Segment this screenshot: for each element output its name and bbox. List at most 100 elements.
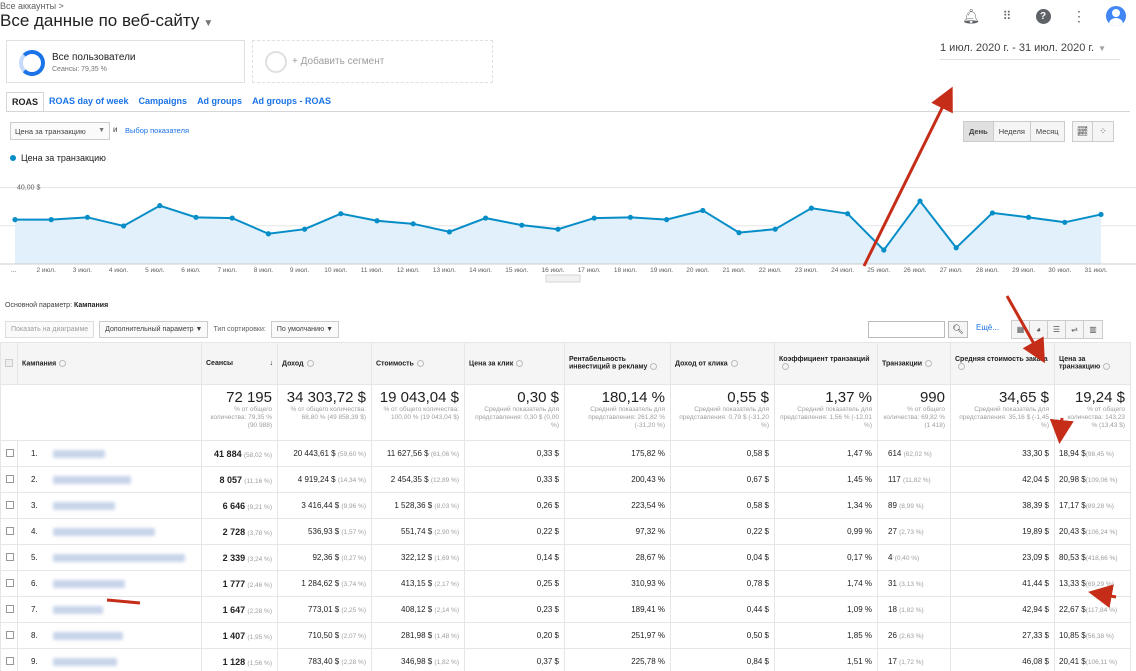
- legend-label: Цена за транзакцию: [21, 153, 106, 163]
- help-hint-icon[interactable]: [925, 359, 933, 367]
- search-icon[interactable]: 🔍︎: [948, 321, 968, 338]
- more-link[interactable]: Ещё...: [976, 323, 1000, 332]
- tab-roas[interactable]: ROAS: [6, 92, 45, 112]
- help-hint-icon[interactable]: [650, 363, 658, 371]
- table-row[interactable]: 9. 1 128 (1,56 %) 783,40 $ (2,28 %) 346,98 …: [0, 648, 1131, 671]
- table-row[interactable]: 6. 1 777 (2,46 %) 1 284,62 $ (3,74 %) 413,1…: [0, 570, 1131, 597]
- table-row[interactable]: 7. 1 647 (2,28 %) 773,01 $ (2,25 %) 408,12 …: [0, 596, 1131, 623]
- campaign-link[interactable]: [53, 527, 155, 536]
- table-row[interactable]: 4. 2 728 (3,78 %) 536,93 $ (1,57 %) 551,74 …: [0, 518, 1131, 545]
- bell-icon[interactable]: 🔔︎: [962, 7, 980, 24]
- sessions-pct: (11,16 %): [244, 477, 272, 485]
- sessions-cell: 6 646 (9,21 %): [201, 492, 278, 519]
- col-campaign[interactable]: Кампания: [17, 342, 202, 385]
- motion-chart-icon[interactable]: ⁘: [1099, 126, 1107, 136]
- data-point: [555, 226, 561, 232]
- help-hint-icon[interactable]: [782, 363, 789, 371]
- col-conv-rate[interactable]: Коэффициент транзакций: [774, 342, 878, 385]
- tab-ad-groups[interactable]: Ad groups: [197, 96, 243, 106]
- add-segment[interactable]: + Добавить сегмент: [252, 40, 493, 83]
- date-range-picker[interactable]: 1 июл. 2020 г. - 31 июл. 2020 г. ▼: [940, 42, 1120, 60]
- tab-roas-day-of-week[interactable]: ROAS day of week: [49, 96, 129, 106]
- help-hint-icon[interactable]: [1103, 363, 1111, 371]
- primary-dimension-value[interactable]: Кампания: [73, 302, 109, 309]
- help-icon[interactable]: ?: [1034, 7, 1052, 25]
- campaign-link[interactable]: [53, 553, 185, 562]
- help-hint-icon[interactable]: [958, 363, 965, 371]
- col-cost[interactable]: Стоимость: [371, 342, 465, 385]
- apps-grid-icon[interactable]: ⠿: [1002, 9, 1012, 23]
- col-label: Стоимость: [376, 360, 414, 368]
- table-view-toggle: ▦ ◕ ☰ ⇌ ▥: [1011, 320, 1103, 339]
- account-selector[interactable]: Все данные по веб-сайту ▼: [0, 11, 213, 31]
- tab-campaigns[interactable]: Campaigns: [138, 96, 188, 106]
- pick-metric-link[interactable]: Выбор показателя: [125, 126, 190, 135]
- period-day-button[interactable]: День: [964, 122, 994, 141]
- row-checkbox-cell: [0, 492, 18, 519]
- period-week-button[interactable]: Неделя: [994, 122, 1031, 141]
- row-checkbox[interactable]: [6, 630, 14, 639]
- help-hint-icon[interactable]: [416, 359, 424, 367]
- table-search-input[interactable]: [868, 321, 945, 338]
- campaign-link[interactable]: [53, 657, 117, 666]
- revenue-pct: (9,96 %): [341, 503, 366, 510]
- col-aov[interactable]: Средняя стоимость заказа: [950, 342, 1055, 385]
- pie-view-icon[interactable]: ◕: [1030, 321, 1048, 338]
- col-rpc[interactable]: Доход от клика: [670, 342, 775, 385]
- table-row[interactable]: 8. 1 407 (1,95 %) 710,50 $ (2,07 %) 281,98 …: [0, 622, 1131, 649]
- cpt-pct: (89,28 %): [1085, 503, 1114, 510]
- row-checkbox[interactable]: [6, 474, 14, 483]
- x-tick-label: 23 июл.: [795, 267, 818, 274]
- campaign-link[interactable]: [53, 449, 105, 458]
- sessions-value: 1 128: [222, 656, 246, 667]
- campaign-link[interactable]: [53, 631, 123, 640]
- sessions-value: 2 339: [222, 552, 246, 563]
- table-row[interactable]: 2. 8 057 (11,16 %) 4 919,24 $ (14,34 %) 2 4…: [0, 466, 1131, 493]
- metric-selector[interactable]: Цена за транзакцию ▼: [10, 122, 110, 140]
- cost-value: 408,12 $: [401, 605, 433, 614]
- sort-type-select[interactable]: По умолчанию ▼: [270, 320, 340, 338]
- help-hint-icon[interactable]: [730, 359, 738, 367]
- segment-all-users[interactable]: Все пользователи Сеансы: 79,35 %: [6, 40, 245, 83]
- help-hint-icon[interactable]: [306, 359, 314, 367]
- campaign-link[interactable]: [53, 475, 131, 484]
- comparison-view-icon[interactable]: ⇌: [1066, 321, 1084, 338]
- row-checkbox[interactable]: [6, 448, 14, 457]
- data-table-icon[interactable]: ▦: [1012, 321, 1030, 338]
- data-point: [229, 215, 235, 221]
- help-hint-icon[interactable]: [59, 359, 67, 367]
- col-transactions[interactable]: Транзакции: [877, 342, 951, 385]
- select-all-checkbox[interactable]: [5, 358, 13, 367]
- row-checkbox[interactable]: [6, 552, 14, 561]
- legend-dot-icon: [10, 155, 16, 161]
- table-row[interactable]: 5. 2 339 (3,24 %) 92,36 $ (0,27 %) 322,12 $…: [0, 544, 1131, 571]
- table-row[interactable]: 1. 41 884 (58,02 %) 20 443,61 $ (59,60 %) 1…: [0, 440, 1131, 467]
- sessions-value: 1 407: [222, 630, 246, 641]
- col-sessions[interactable]: Сеансы ↓: [201, 342, 278, 385]
- col-revenue[interactable]: Доход: [277, 342, 372, 385]
- row-checkbox[interactable]: [6, 604, 14, 613]
- col-roas[interactable]: Рентабельность инвестиций в рекламу: [564, 342, 671, 385]
- line-chart-icon[interactable]: 📈︎: [1073, 122, 1093, 141]
- row-checkbox[interactable]: [6, 578, 14, 587]
- campaign-link[interactable]: [53, 501, 115, 510]
- table-row[interactable]: 3. 6 646 (9,21 %) 3 416,44 $ (9,96 %) 1 528…: [0, 492, 1131, 519]
- col-cpc[interactable]: Цена за клик: [464, 342, 565, 385]
- row-checkbox[interactable]: [6, 500, 14, 509]
- row-checkbox[interactable]: [6, 656, 14, 665]
- tab-ad-groups-roas[interactable]: Ad groups - ROAS: [252, 96, 332, 106]
- pivot-view-icon[interactable]: ▥: [1084, 321, 1102, 338]
- campaign-link[interactable]: [53, 605, 103, 614]
- campaign-link[interactable]: [53, 579, 125, 588]
- performance-view-icon[interactable]: ☰: [1048, 321, 1066, 338]
- col-cpt[interactable]: Цена за транзакцию: [1054, 342, 1131, 385]
- plot-rows-button[interactable]: Показать на диаграмме: [5, 320, 95, 338]
- help-hint-icon[interactable]: [516, 359, 524, 367]
- total-sub: % от общего количества: 68,80 % (49 858,…: [290, 406, 366, 421]
- more-vert-icon[interactable]: ⋮: [1072, 7, 1086, 24]
- avatar[interactable]: [1106, 6, 1126, 26]
- period-month-button[interactable]: Месяц: [1035, 127, 1059, 136]
- breadcrumb[interactable]: Все аккаунты >: [0, 1, 64, 11]
- row-checkbox[interactable]: [6, 526, 14, 535]
- secondary-dimension-select[interactable]: Дополнительный параметр ▼: [99, 320, 209, 338]
